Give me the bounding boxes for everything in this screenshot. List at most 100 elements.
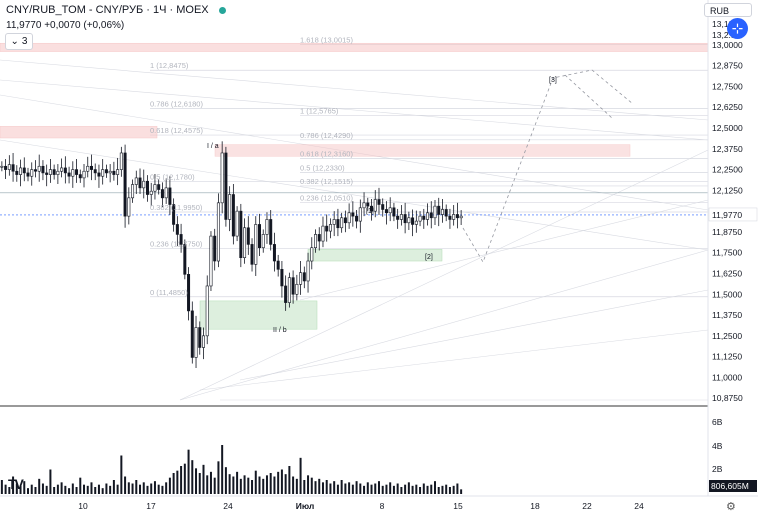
volume-bar <box>75 487 78 494</box>
volume-bar <box>273 476 276 494</box>
volume-bar <box>64 485 67 494</box>
volume-bar <box>83 484 86 494</box>
candle-body <box>216 202 220 262</box>
candle-body <box>414 220 418 225</box>
candle-body <box>67 172 71 177</box>
volume-bar <box>41 483 44 494</box>
volume-bar <box>176 470 179 494</box>
volume-bar <box>452 485 455 494</box>
candle-body <box>355 215 359 222</box>
candle-body <box>418 215 422 222</box>
fib-level-label: 0.5 (12,1780) <box>150 173 195 182</box>
time-tick-label: 18 <box>530 501 540 511</box>
candle-body <box>287 277 291 303</box>
price-tick-label: 12,2500 <box>712 165 743 175</box>
symbol-header[interactable]: CNY/RUB_TOM - CNY/РУБ · 1Ч · MOEX <box>6 4 226 16</box>
candle-body <box>231 194 235 237</box>
volume-bar <box>168 477 171 494</box>
candle-body <box>314 234 318 249</box>
candle-body <box>261 234 265 249</box>
volume-bar <box>49 469 52 494</box>
price-tick-label: 11,5000 <box>712 289 742 299</box>
fib-level-label: 0.618 (12,4575) <box>150 126 203 135</box>
price-tick-label: 11,0000 <box>712 372 742 382</box>
candle-body <box>119 152 123 170</box>
candle-body <box>381 204 385 210</box>
candle-body <box>295 283 299 295</box>
indicators-toggle-button[interactable]: ⌄ 3 <box>5 33 33 50</box>
volume-bar <box>422 483 425 494</box>
candle-body <box>388 207 392 214</box>
volume-bar <box>213 477 216 494</box>
volume-bar <box>359 483 362 494</box>
price-tick-label: 12,6250 <box>712 102 743 112</box>
candle-body <box>187 274 191 312</box>
candle-body <box>336 219 340 229</box>
candle-body <box>328 224 332 232</box>
plus-icon[interactable]: ⊹ <box>727 18 748 39</box>
volume-bar <box>377 481 380 494</box>
candle-body <box>321 225 325 242</box>
candle-body <box>127 197 131 217</box>
volume-bar <box>280 469 283 494</box>
volume-bar <box>441 485 444 494</box>
candle-body <box>101 169 105 177</box>
volume-bar <box>247 477 250 494</box>
gear-icon[interactable]: ⚙ <box>726 501 736 513</box>
volume-bar <box>288 466 291 494</box>
wave-label: [3] <box>549 77 557 84</box>
candle-body <box>459 215 463 219</box>
candle-body <box>243 227 247 258</box>
candle-body <box>22 167 26 174</box>
volume-bar <box>112 480 115 494</box>
fib-level-label: 1 (12,5765) <box>300 106 339 115</box>
currency-unit-button[interactable]: RUB <box>704 3 752 17</box>
candle-body <box>246 227 250 245</box>
candle-body <box>291 277 295 295</box>
candle-body <box>41 165 45 174</box>
volume-bar <box>19 485 22 494</box>
price-tick-label: 11,6250 <box>712 268 742 278</box>
volume-tick-label: 6B <box>712 417 723 427</box>
price-tick-label: 12,3750 <box>712 144 743 154</box>
time-tick-label: 17 <box>146 501 156 511</box>
candle-body <box>362 202 366 209</box>
candle-body <box>347 212 351 224</box>
volume-bar <box>366 482 369 494</box>
price-tick-label: 12,7500 <box>712 81 743 91</box>
trend-line-4 <box>179 249 709 401</box>
time-tick-label: 15 <box>453 501 463 511</box>
volume-bar <box>187 449 190 494</box>
volume-bar <box>314 481 317 494</box>
candle-body <box>209 235 213 287</box>
candle-body <box>340 217 344 229</box>
volume-bar <box>437 487 440 494</box>
candle-body <box>411 217 415 225</box>
volume-bar <box>370 484 373 494</box>
candle-body <box>7 164 11 170</box>
candle-body <box>384 209 388 214</box>
candle-body <box>48 169 52 175</box>
volume-bar <box>374 483 377 494</box>
projection-path <box>462 69 634 263</box>
market-status-icon <box>218 6 226 14</box>
symbol-title[interactable]: CNY/RUB_TOM - CNY/РУБ · 1Ч · MOEX <box>6 4 209 16</box>
resistance-zone <box>0 42 709 52</box>
candle-body <box>370 205 374 212</box>
volume-bar <box>97 484 100 494</box>
volume-bar <box>303 480 306 494</box>
volume-bar <box>79 477 82 494</box>
volume-bar <box>419 487 422 494</box>
candle-body <box>131 184 135 199</box>
candle-body <box>142 180 146 189</box>
volume-bar <box>12 476 15 494</box>
candle-body <box>351 212 355 217</box>
candle-body <box>250 244 254 265</box>
volume-bar <box>127 482 130 494</box>
volume-bar <box>269 473 272 494</box>
volume-bar <box>307 475 310 494</box>
chevron-down-icon: ⌄ <box>10 36 19 47</box>
candle-body <box>239 210 243 258</box>
candle-body <box>149 190 153 195</box>
